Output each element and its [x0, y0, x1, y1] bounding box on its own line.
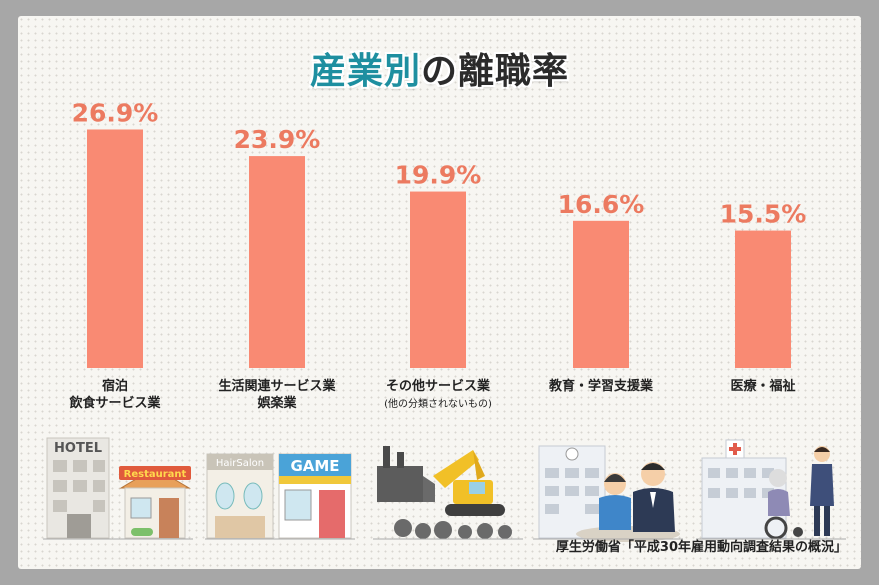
bar-2	[249, 156, 305, 368]
salon-sign: HairSalon	[216, 458, 264, 469]
chart-title: 産業別の離職率	[18, 42, 861, 94]
bar-4	[573, 220, 629, 368]
source-note: 厚生労働省「平成30年雇用動向調査結果の概況」	[555, 540, 847, 555]
category-label-4-1: 教育・学習支援業	[548, 378, 654, 394]
bar-value-label-5: 15.5%	[720, 200, 807, 229]
bar-5	[735, 230, 791, 368]
category-label-2-1: 生活関連サービス業	[218, 378, 336, 394]
category-label-3-1: その他サービス業	[386, 378, 491, 394]
bar-3	[410, 191, 466, 368]
title-accent: 産業別	[309, 51, 421, 92]
category-label-5-1: 医療・福祉	[730, 378, 795, 394]
category-label-2-2: 娯楽業	[257, 395, 297, 411]
chart-frame: 産業別の離職率 26.9% 宿泊 飲食サービス業 23.9% 生活関連サービス業 娯楽業 1…	[18, 16, 861, 569]
salon-game-illustration: HairSalon GAME	[205, 453, 355, 540]
category-label-3-2: (他の分類されないもの)	[384, 397, 492, 410]
construction-illustration	[373, 446, 523, 540]
bar-1	[87, 129, 143, 368]
bar-value-label-3: 19.9%	[395, 161, 482, 190]
restaurant-sign: Restaurant	[124, 469, 187, 480]
category-label-1-1: 宿泊	[102, 378, 128, 394]
bar-value-label-4: 16.6%	[558, 190, 645, 219]
hotel-restaurant-illustration: HOTEL Restaurant	[43, 437, 193, 540]
hotel-sign: HOTEL	[54, 441, 102, 456]
bar-value-label-1: 26.9%	[72, 98, 159, 127]
game-sign: GAME	[290, 457, 339, 475]
medical-illustration	[696, 439, 846, 540]
bar-value-label-2: 23.9%	[234, 125, 321, 154]
title-rest: の離職率	[421, 51, 570, 92]
education-illustration	[533, 445, 683, 542]
category-label-1-2: 飲食サービス業	[68, 395, 161, 411]
